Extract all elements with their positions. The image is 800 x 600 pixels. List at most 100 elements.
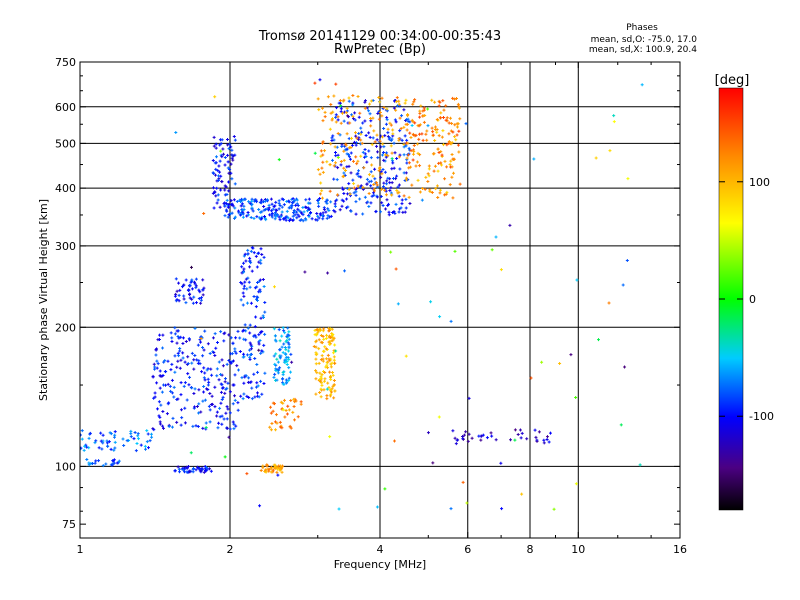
echo-point — [163, 369, 167, 373]
echo-point — [378, 165, 382, 169]
echo-point — [439, 150, 443, 154]
echo-point — [394, 267, 398, 271]
echo-point — [185, 398, 189, 402]
echo-point — [351, 159, 355, 163]
echo-point — [245, 287, 249, 291]
echo-point — [274, 352, 278, 356]
echo-point — [400, 198, 404, 202]
echo-point — [405, 138, 409, 142]
echo-point — [529, 376, 533, 380]
echo-point — [398, 116, 402, 120]
echo-point — [376, 156, 380, 160]
echo-point — [454, 138, 458, 142]
echo-point — [416, 151, 420, 155]
echo-point — [265, 464, 269, 468]
echo-point — [218, 159, 222, 163]
echo-point — [326, 271, 330, 275]
echo-point — [352, 191, 356, 195]
echo-point — [213, 161, 217, 165]
echo-point — [347, 99, 351, 103]
echo-point — [426, 431, 430, 435]
echo-point — [144, 447, 148, 451]
echo-point — [221, 364, 225, 368]
echo-point — [461, 437, 465, 441]
echo-point — [321, 217, 325, 221]
echo-point — [425, 129, 429, 133]
echo-point — [314, 345, 318, 349]
echo-point — [400, 138, 404, 142]
echo-point — [226, 160, 230, 164]
echo-point — [470, 436, 474, 440]
echo-point — [220, 398, 224, 402]
echo-point — [272, 354, 276, 358]
cluster — [404, 96, 462, 169]
echo-point — [278, 356, 282, 360]
echo-point — [167, 425, 171, 429]
echo-point — [441, 99, 445, 103]
echo-point — [326, 381, 330, 385]
echo-point — [241, 198, 245, 202]
echo-point — [339, 110, 343, 114]
echo-point — [267, 208, 271, 212]
echo-point — [245, 214, 249, 218]
echo-point — [322, 327, 326, 331]
echo-point — [321, 160, 325, 164]
echo-point — [354, 200, 358, 204]
echo-point — [277, 328, 281, 332]
echo-point — [535, 438, 539, 442]
echo-point — [314, 339, 318, 343]
echo-point — [179, 423, 183, 427]
echo-point — [369, 184, 373, 188]
echo-point — [366, 200, 370, 204]
echo-point — [285, 209, 289, 213]
echo-point — [269, 197, 273, 201]
echo-point — [264, 470, 268, 474]
echo-point — [143, 444, 147, 448]
echo-point — [381, 203, 385, 207]
echo-point — [150, 435, 154, 439]
echo-point — [101, 464, 105, 468]
echo-point — [451, 196, 455, 200]
echo-point — [297, 209, 301, 213]
echo-point — [359, 184, 363, 188]
echo-point — [242, 261, 246, 265]
echo-point — [355, 172, 359, 176]
echo-point — [257, 208, 261, 212]
echo-point — [204, 425, 208, 429]
echo-point — [279, 400, 283, 404]
echo-point — [351, 114, 355, 118]
echo-point — [215, 367, 219, 371]
echo-point — [202, 390, 206, 394]
echo-point — [453, 123, 457, 127]
echo-point — [520, 431, 524, 435]
echo-point — [370, 143, 374, 147]
cluster — [272, 326, 293, 386]
echo-point — [371, 99, 375, 103]
echo-point — [360, 130, 364, 134]
echo-point — [284, 352, 288, 356]
cluster — [316, 93, 462, 200]
echo-point — [270, 212, 274, 216]
echo-point — [229, 361, 233, 365]
echo-point — [157, 338, 161, 342]
echo-point — [334, 349, 338, 353]
echo-point — [381, 142, 385, 146]
echo-point — [332, 358, 336, 362]
echo-point — [263, 208, 267, 212]
echo-point — [433, 100, 437, 104]
echo-point — [334, 115, 338, 119]
echo-point — [301, 213, 305, 217]
echo-point — [271, 401, 275, 405]
echo-point — [337, 507, 341, 511]
echo-point — [99, 431, 103, 435]
echo-point — [438, 100, 442, 104]
echo-point — [331, 134, 335, 138]
echo-point — [392, 141, 396, 145]
echo-point — [242, 208, 246, 212]
y-tick-label: 200 — [55, 321, 76, 334]
echo-point — [386, 154, 390, 158]
echo-point — [449, 142, 453, 146]
echo-point — [178, 349, 182, 353]
echo-point — [193, 354, 197, 358]
echo-point — [453, 97, 457, 101]
